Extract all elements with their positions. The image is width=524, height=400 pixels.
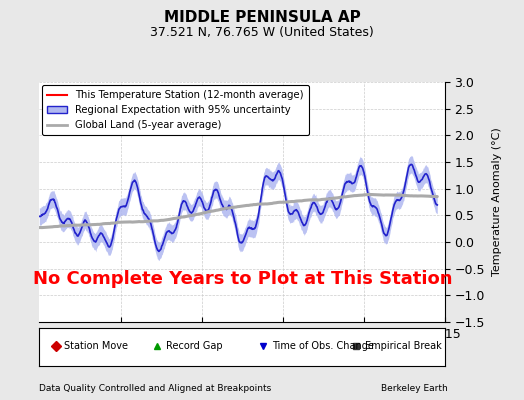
Text: No Complete Years to Plot at This Station: No Complete Years to Plot at This Statio… [32,270,452,288]
Text: Empirical Break: Empirical Break [365,341,442,351]
Legend: This Temperature Station (12-month average), Regional Expectation with 95% uncer: This Temperature Station (12-month avera… [42,85,309,135]
Y-axis label: Temperature Anomaly (°C): Temperature Anomaly (°C) [492,128,502,276]
Text: MIDDLE PENINSULA AP: MIDDLE PENINSULA AP [163,10,361,25]
Text: 37.521 N, 76.765 W (United States): 37.521 N, 76.765 W (United States) [150,26,374,39]
Text: Station Move: Station Move [64,341,128,351]
Text: Data Quality Controlled and Aligned at Breakpoints: Data Quality Controlled and Aligned at B… [39,384,271,393]
Text: Time of Obs. Change: Time of Obs. Change [271,341,374,351]
Text: Berkeley Earth: Berkeley Earth [381,384,448,393]
Text: Record Gap: Record Gap [166,341,223,351]
